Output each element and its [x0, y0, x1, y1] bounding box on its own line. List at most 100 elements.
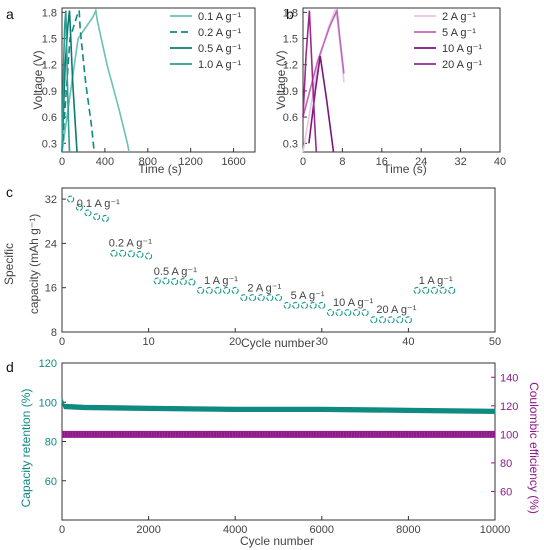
panel-c-data-point: [224, 287, 230, 293]
panel-c-data-point: [336, 310, 342, 316]
panel-c-data-point: [405, 317, 411, 323]
panel-letter-a: a: [6, 6, 14, 22]
panel-c-data-point: [327, 310, 333, 316]
panel-c-rate-annotation: 5 A g⁻¹: [291, 290, 325, 302]
panel-d-y-tick-label: 60: [45, 476, 57, 488]
panel-c-data-point: [379, 317, 385, 323]
panel-b-y-tick-label: 0.3: [283, 138, 298, 150]
panel-c-data-point: [111, 250, 117, 256]
panel-b-x-tick-label: 40: [494, 156, 506, 168]
panel-c-data-point: [102, 215, 108, 221]
panel-a-legend-label: 1.0 A g⁻¹: [198, 59, 241, 71]
panel-a-x-tick-label: 0: [59, 156, 65, 168]
panel-c-data-point: [319, 302, 325, 308]
panel-c-y-axis-title-line2: capacity (mAh g⁻¹): [27, 214, 41, 314]
panel-c-y-tick-label: 16: [45, 283, 57, 295]
panel-c-rate-annotation: 0.1 A g⁻¹: [77, 198, 120, 210]
panel-c-data-point: [449, 287, 455, 293]
panel-c-data-point: [301, 302, 307, 308]
panel-b-y-tick-label: 0.6: [283, 112, 298, 124]
panel-c-y-tick-label: 8: [51, 327, 57, 339]
panel-c-data-point: [180, 279, 186, 285]
panel-c-rate-annotation: 1 A g⁻¹: [419, 275, 453, 287]
panel-a-y-tick-label: 0.9: [42, 86, 57, 98]
panel-c-x-tick-label: 0: [59, 336, 65, 348]
panel-c-data-point: [250, 295, 256, 301]
panel-a-x-tick-label: 1200: [178, 156, 202, 168]
panel-b-legend-label: 2 A g⁻¹: [442, 11, 476, 23]
panel-a-x-tick-label: 800: [139, 156, 157, 168]
panel-c-x-tick-label: 50: [489, 336, 501, 348]
panel-d-right-y-tick-label: 60: [500, 486, 512, 498]
panel-c-y-axis-title-line1: Specific: [2, 243, 16, 285]
panel-b-x-tick-label: 0: [300, 156, 306, 168]
panel-d-x-tick-label: 4000: [223, 524, 247, 536]
panel-c-data-point: [267, 295, 273, 301]
panel-c-data-point: [293, 302, 299, 308]
panel-d-right-y-tick-label: 100: [500, 429, 518, 441]
panel-letter-d: d: [6, 359, 14, 375]
panel-d-x-tick-label: 0: [59, 524, 65, 536]
panel-b-y-tick-label: 1.8: [283, 7, 298, 19]
panel-c-data-point: [154, 278, 160, 284]
panel-d-y-tick-label: 120: [39, 358, 57, 370]
panel-a-legend-label: 0.5 A g⁻¹: [198, 43, 241, 55]
panel-b-legend-label: 20 A g⁻¹: [442, 59, 482, 71]
panel-a-legend-label: 0.1 A g⁻¹: [198, 11, 241, 23]
panel-b-legend-label: 5 A g⁻¹: [442, 27, 476, 39]
panel-c-rate-annotation: 20 A g⁻¹: [376, 304, 416, 316]
panel-c-rate-annotation: 2 A g⁻¹: [247, 283, 281, 295]
panel-c-data-point: [345, 310, 351, 316]
panel-c-data-point: [68, 196, 74, 202]
panel-c-data-point: [128, 251, 134, 257]
panel-c-data-point: [440, 287, 446, 293]
panel-c-data-point: [163, 278, 169, 284]
panel-a-x-tick-label: 1600: [221, 156, 245, 168]
panel-c-data-point: [414, 287, 420, 293]
panel-c-data-point: [397, 317, 403, 323]
panel-a-y-tick-label: 0.6: [42, 112, 57, 124]
panel-d-x-tick-label: 10000: [480, 524, 511, 536]
panel-c-data-point: [198, 287, 204, 293]
panel-b-y-tick-label: 0.9: [283, 86, 298, 98]
panel-a-y-tick-label: 0.3: [42, 138, 57, 150]
panel-a-x-tick-label: 400: [96, 156, 114, 168]
panel-d-x-axis-title: Cycle number: [240, 534, 314, 548]
panel-c-data-point: [371, 317, 377, 323]
panel-c-data-point: [258, 295, 264, 301]
panel-b-y-tick-label: 1.2: [283, 60, 298, 72]
panel-c-data-point: [215, 287, 221, 293]
panel-b-x-tick-label: 32: [454, 156, 466, 168]
panel-c-rate-annotation: 1 A g⁻¹: [204, 275, 238, 287]
panel-d-frame: [62, 363, 495, 520]
panel-b-legend-label: 10 A g⁻¹: [442, 43, 482, 55]
panel-c-x-axis-title: Cycle number: [241, 336, 315, 350]
panel-c-y-tick-label: 32: [45, 194, 57, 206]
panel-c-frame: [62, 188, 495, 332]
panel-c-data-point: [146, 253, 152, 259]
panel-d-right-y-axis-title: Coulombic efficiency (%): [527, 382, 541, 514]
panel-c-rate-annotation: 10 A g⁻¹: [333, 297, 373, 309]
panel-c-data-point: [85, 210, 91, 216]
panel-c-rate-annotation: 0.2 A g⁻¹: [109, 238, 152, 250]
panel-c-data-point: [94, 214, 100, 220]
panel-b-x-tick-label: 8: [339, 156, 345, 168]
panel-c-data-point: [276, 295, 282, 301]
panel-c-data-point: [362, 310, 368, 316]
panel-c-y-tick-label: 24: [45, 238, 57, 250]
panel-c-data-point: [423, 287, 429, 293]
panel-a-y-tick-label: 1.5: [42, 34, 57, 46]
panel-d-x-tick-label: 8000: [396, 524, 420, 536]
panel-d-capacity-retention-band: [62, 398, 495, 413]
panel-d-right-y-tick-label: 120: [500, 401, 518, 413]
panel-d-y-tick-label: 100: [39, 397, 57, 409]
panel-c-data-point: [172, 279, 178, 285]
panel-c-data-point: [431, 287, 437, 293]
panel-d-x-tick-label: 2000: [136, 524, 160, 536]
panel-d-right-y-tick-label: 80: [500, 458, 512, 470]
panel-c-data-point: [232, 287, 238, 293]
panel-d-x-tick-label: 6000: [310, 524, 334, 536]
panel-c-data-point: [206, 287, 212, 293]
panel-a-y-tick-label: 1.8: [42, 7, 57, 19]
